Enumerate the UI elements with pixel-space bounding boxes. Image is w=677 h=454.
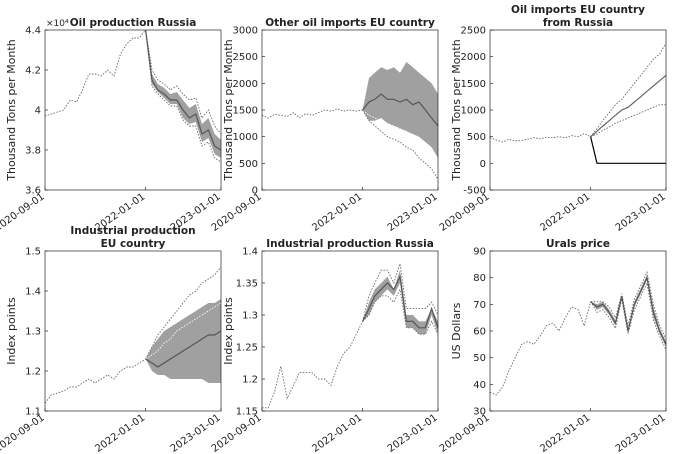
x-tick-label: 2023-01-01 [614,191,668,233]
y-tick-label: 1000 [233,132,258,143]
y-scale-label: ×10⁴ [46,19,69,29]
x-tick-label: 2023-01-01 [614,412,668,454]
series-line [145,29,222,163]
x-tick-label: 2020-09-01 [438,191,492,233]
y-axis-label: Thousand Tons per Month [450,39,463,181]
series-line [145,330,222,368]
y-tick-label: 80 [473,273,486,284]
y-tick-label: 4.2 [25,66,41,77]
y-tick-label: 3000 [233,26,258,37]
series-line [362,274,439,329]
y-tick-label: 4 [35,106,41,117]
uncertainty-band [590,275,666,347]
y-tick-label: 60 [473,327,486,338]
y-tick-label: 1.3 [242,311,258,322]
y-tick-label: 1.5 [25,247,41,258]
chart-title: Industrial production [70,225,195,237]
y-axis-label: US Dollars [450,302,463,359]
y-tick-label: 1000 [461,106,486,117]
chart-title: Other oil imports EU country [265,17,435,29]
y-axis-label: Index points [5,297,18,365]
x-tick-label: 2020-09-01 [0,412,47,454]
axes-box [261,250,439,412]
y-tick-label: 0 [480,159,486,170]
y-tick-label: 70 [473,300,486,311]
y-tick-label: 3.8 [25,146,41,157]
x-tick-label: 2022-01-01 [310,191,364,233]
x-tick-label: 2020-09-01 [0,191,47,233]
y-axis-label: Thousand Tons per Month [5,39,18,181]
uncertainty-band [362,270,438,335]
y-tick-label: 2000 [461,52,486,63]
y-axis-label: Thousand Tons per Month [222,39,235,181]
x-tick-label: 2023-01-01 [386,412,440,454]
series-line [362,109,439,164]
series-line [145,29,222,151]
series-line [362,109,439,180]
x-tick-label: 2022-01-01 [538,412,592,454]
y-tick-label: 1.15 [236,407,258,418]
y-tick-label: 90 [473,247,486,258]
uncertainty-band [362,62,438,158]
y-tick-label: 3.6 [25,186,41,197]
y-axis-label: Index points [222,297,235,365]
series-line [590,136,666,164]
chart-title: Oil imports EU country [511,4,645,16]
series-line [489,132,591,143]
chart-title: from Russia [543,17,613,29]
series-line [590,275,667,345]
y-tick-label: 1.3 [25,327,41,338]
y-tick-label: 2000 [233,79,258,90]
chart-title: Oil production Russia [70,17,197,29]
chart-title: Urals price [546,238,610,250]
series-line [590,281,667,350]
series-line [44,29,146,117]
chart-title: EU country [101,238,166,250]
y-tick-label: 4.4 [25,26,41,37]
x-tick-label: 2020-09-01 [438,412,492,454]
y-tick-label: 1.1 [25,407,41,418]
y-tick-label: 1.2 [242,375,258,386]
y-tick-label: 50 [473,353,486,364]
series-line [590,104,666,138]
axes-box [489,250,667,412]
series-line [590,43,667,137]
series-line [261,108,363,119]
uncertainty-band [145,30,221,158]
x-tick-label: 2022-01-01 [93,412,147,454]
chart-title: Industrial production Russia [266,238,434,250]
series-line [145,266,222,360]
y-tick-label: 2500 [461,26,486,37]
y-tick-label: 1.4 [25,287,41,298]
x-tick-label: 2023-01-01 [386,191,440,233]
series-line [44,358,146,404]
series-line [145,29,222,135]
series-line [590,74,667,138]
series-line [590,270,667,340]
y-tick-label: 1.2 [25,367,41,378]
y-tick-label: 500 [467,132,486,143]
series-line [262,321,364,409]
y-tick-label: 1500 [461,79,486,90]
x-tick-label: 2022-01-01 [310,412,364,454]
x-tick-label: 2022-01-01 [538,191,592,233]
y-tick-label: 0 [252,186,258,197]
y-tick-label: 1500 [233,106,258,117]
series-line [362,263,439,322]
y-tick-label: 1.25 [236,343,258,354]
y-tick-label: 500 [239,159,258,170]
uncertainty-band [145,299,221,383]
series-line [362,93,439,127]
y-tick-label: 1.35 [236,279,258,290]
axes-box [489,29,667,191]
y-tick-label: 2500 [233,52,258,63]
y-tick-label: 1.4 [242,247,258,258]
y-tick-label: -500 [463,186,486,197]
y-tick-label: 30 [473,407,486,418]
y-tick-label: 40 [473,380,486,391]
series-line [489,301,592,396]
